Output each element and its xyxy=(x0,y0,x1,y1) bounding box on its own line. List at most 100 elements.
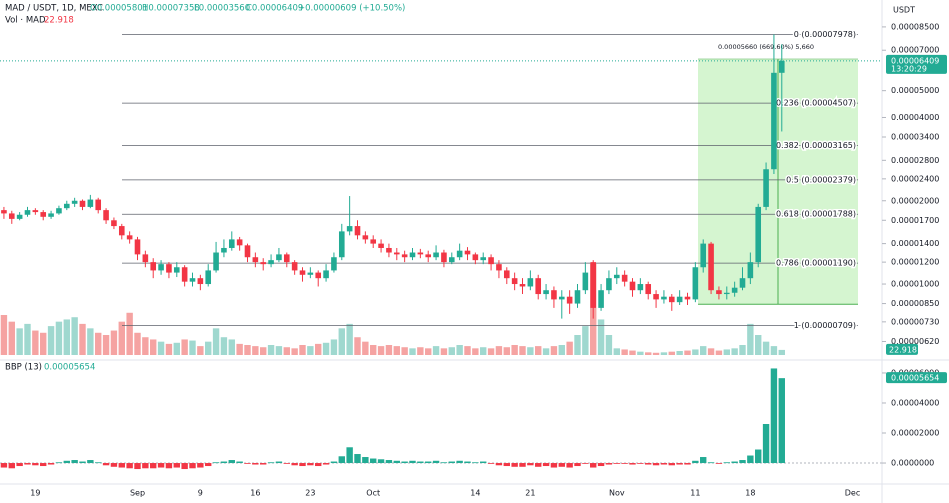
volume-bar xyxy=(71,317,78,355)
bbp-bar xyxy=(315,463,322,467)
candle-body xyxy=(331,257,337,271)
candle-body xyxy=(158,264,164,271)
volume-bar xyxy=(778,349,785,355)
bbp-bar xyxy=(252,463,259,465)
volume-bar xyxy=(79,323,86,355)
candle-body xyxy=(126,235,133,240)
volume-bar xyxy=(283,347,290,355)
volume-bar xyxy=(511,345,518,355)
y-tick-label: 0.00000850 xyxy=(891,299,939,308)
volume-bar xyxy=(142,337,149,355)
candle-body xyxy=(480,257,487,261)
bbp-bar xyxy=(157,463,165,468)
bbp-bar xyxy=(150,463,157,469)
volume-bar xyxy=(47,326,55,355)
volume-bar xyxy=(24,323,31,355)
candle-body xyxy=(276,254,282,261)
candle-body xyxy=(291,262,298,271)
volume-bar xyxy=(503,347,510,355)
bbp-bar xyxy=(283,463,290,464)
candle-body xyxy=(268,260,274,265)
candle-body xyxy=(181,267,188,282)
candle-body xyxy=(307,272,314,275)
volume-bar xyxy=(173,342,180,355)
bbp-bar xyxy=(480,461,487,464)
candle-body xyxy=(621,274,628,282)
bbp-bar xyxy=(299,463,306,467)
bbp-bar xyxy=(707,462,715,464)
bbp-bar xyxy=(676,463,683,465)
candle-body xyxy=(95,199,102,211)
volume-bar xyxy=(354,337,361,355)
volume-bar xyxy=(425,348,432,355)
bbp-bar xyxy=(637,463,644,464)
candle-body xyxy=(519,284,526,287)
measure-label: 0.00005660 (669.60%) 5,660 xyxy=(718,43,814,51)
bbp-tag xyxy=(886,372,947,384)
volume-bar xyxy=(487,348,495,355)
candle-body xyxy=(299,270,306,275)
bbp-bar xyxy=(660,463,668,465)
volume-bar xyxy=(637,351,644,355)
fib-label: 1 (0.00000709) xyxy=(794,321,856,330)
candle-body xyxy=(252,257,259,263)
candle-body xyxy=(409,252,416,258)
bbp-bar xyxy=(487,463,495,464)
candle-body xyxy=(574,290,581,304)
candle-body xyxy=(543,290,549,295)
bbp-bar xyxy=(32,463,39,466)
candle-body xyxy=(692,267,699,300)
volume-bar xyxy=(605,335,613,355)
candle-body xyxy=(134,239,141,255)
bbp-bar xyxy=(425,461,432,464)
volume-bar xyxy=(629,350,636,355)
bbp-bar xyxy=(55,462,63,464)
candle-body xyxy=(173,267,180,273)
bbp-bar xyxy=(16,463,23,467)
volume-bar xyxy=(322,342,330,355)
candle-body xyxy=(8,213,15,219)
candle-body xyxy=(166,264,172,273)
candle-body xyxy=(511,278,518,285)
candle-body xyxy=(338,231,345,258)
volume-bar xyxy=(165,343,173,355)
volume-bar xyxy=(377,346,385,355)
bbp-bar xyxy=(432,460,440,464)
y-tick-label: 0.00003400 xyxy=(891,133,939,142)
bbp-bar xyxy=(393,460,400,464)
volume-bar xyxy=(134,332,141,355)
volume-title: Vol · MAD xyxy=(5,16,46,26)
candle-body xyxy=(228,239,235,248)
low-label: L0.00003560 xyxy=(194,4,250,14)
bbp-bar xyxy=(527,463,534,466)
volume-bar xyxy=(762,341,770,355)
volume-bar xyxy=(205,341,212,355)
volume-bar xyxy=(315,343,322,355)
volume-bar xyxy=(0,315,8,355)
bbp-bar xyxy=(605,463,613,465)
volume-bar xyxy=(338,328,345,355)
candle-body xyxy=(236,239,243,246)
bbp-bar xyxy=(330,461,338,464)
bbp-bar xyxy=(8,463,15,469)
bbp-bar xyxy=(110,463,118,467)
bbp-bar xyxy=(652,463,660,466)
bbp-bar xyxy=(613,463,620,464)
volume-bar xyxy=(558,345,565,355)
y-tick-label: 0.00008500 xyxy=(891,22,939,31)
candle-body xyxy=(417,252,424,255)
bbp-bar xyxy=(739,460,746,464)
volume-bar xyxy=(370,345,377,355)
volume-bar xyxy=(527,347,534,355)
candle-body xyxy=(613,274,620,279)
bbp-bar xyxy=(220,461,228,464)
x-tick-label: 21 xyxy=(525,489,535,498)
bbp-bar xyxy=(417,461,424,464)
y-tick-label: 0.00001700 xyxy=(891,216,939,225)
bbp-bar xyxy=(566,463,573,468)
candle-body xyxy=(566,296,573,304)
bbp-bar xyxy=(495,463,503,466)
volume-bar xyxy=(440,348,448,355)
candle-body xyxy=(221,247,227,253)
